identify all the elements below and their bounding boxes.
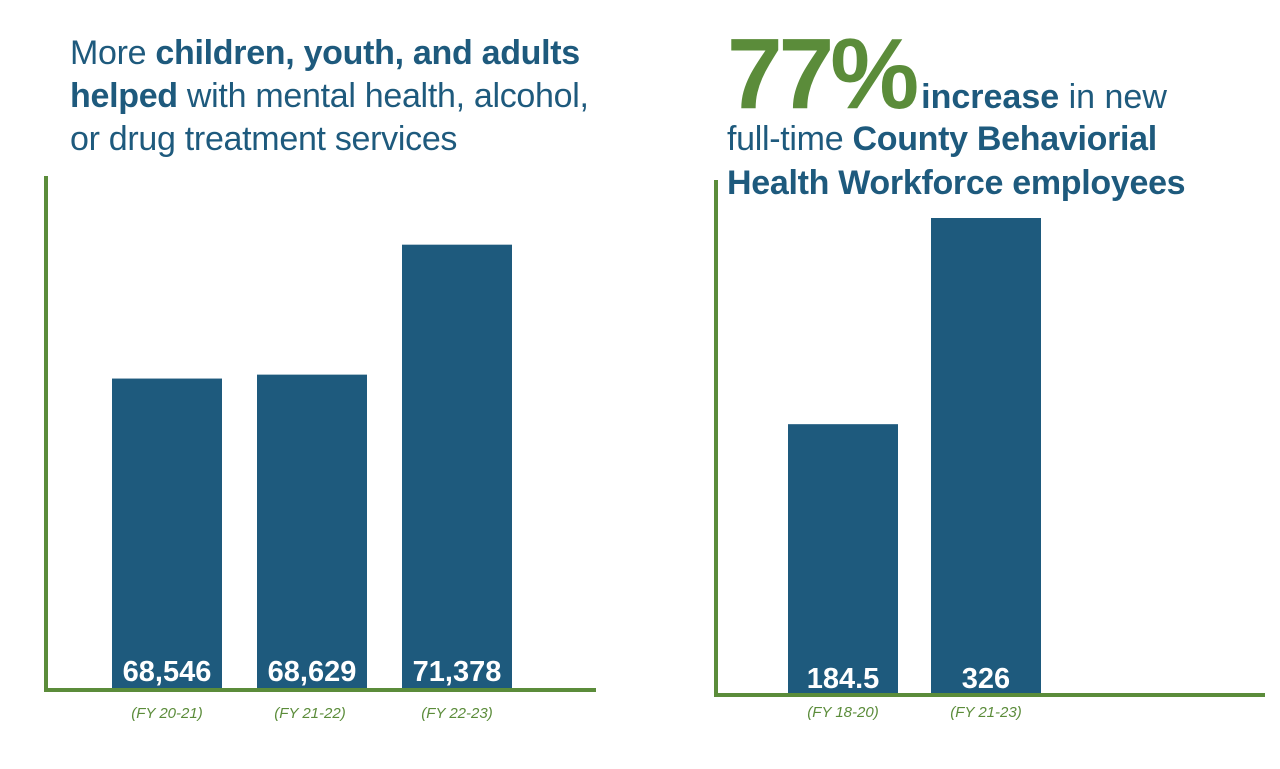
chart2-bar-label-2: 326 xyxy=(962,663,1010,695)
chart2-bar-label-1: 184.5 xyxy=(807,663,880,695)
left-title-part3: helped xyxy=(70,77,178,115)
right-title-line2: full-time County Behaviorial xyxy=(727,118,1157,161)
chart2-category-label-2: (FY 21-23) xyxy=(950,704,1021,721)
chart2-bar-1 xyxy=(788,424,898,693)
left-title-part5: or drug treatment services xyxy=(70,120,458,158)
chart1-bar-label-2: 68,629 xyxy=(268,656,357,688)
right-line2-plain: full-time xyxy=(727,120,853,158)
chart1-category-label-3: (FY 22-23) xyxy=(421,705,492,722)
chart1-category-label-2: (FY 21-22) xyxy=(274,705,345,722)
chart2-category-label-1: (FY 18-20) xyxy=(807,704,878,721)
left-title-part2: children, youth, and adults xyxy=(155,34,580,72)
chart1-bar-3 xyxy=(402,244,512,688)
stat-suffix-bold: increase xyxy=(921,78,1060,116)
chart1-bar-1 xyxy=(112,378,222,688)
chart1-bar-label-1: 68,546 xyxy=(123,656,212,688)
right-line3-bold: Health Workforce employees xyxy=(727,164,1186,202)
big-stat-percent: 77% xyxy=(727,18,919,130)
chart1-bar-2 xyxy=(257,374,367,688)
right-title-line3: Health Workforce employees xyxy=(727,162,1186,205)
chart2-bar-2 xyxy=(931,218,1041,693)
right-title-line1: 77% increase in new xyxy=(727,24,1167,124)
chart1-category-label-1: (FY 20-21) xyxy=(131,705,202,722)
left-title-part4: with mental health, alcohol, xyxy=(177,77,589,115)
left-chart-title: More children, youth, and adults helped … xyxy=(70,32,630,161)
left-title-part1: More xyxy=(70,34,156,72)
chart1-bar-label-3: 71,378 xyxy=(413,656,502,688)
stat-suffix: in new xyxy=(1059,78,1167,116)
right-line2-bold: County Behaviorial xyxy=(852,120,1157,158)
